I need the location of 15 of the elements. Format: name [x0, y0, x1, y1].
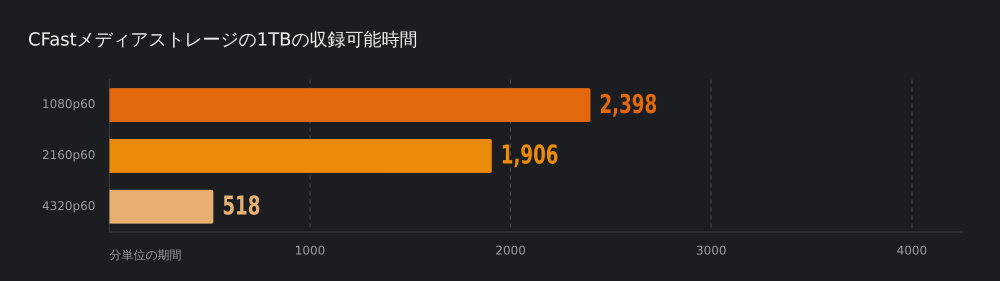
- x-tick-label: 4000: [896, 244, 928, 258]
- y-tick-label: 4320p60: [42, 198, 96, 213]
- bar: [109, 88, 590, 122]
- data-label: 2,398: [599, 89, 658, 120]
- y-tick-label: 2160p60: [42, 148, 96, 162]
- bar: [109, 138, 492, 173]
- data-label: 1,906: [500, 140, 558, 170]
- x-tick-label: 2000: [495, 244, 526, 258]
- data-label: 518: [222, 191, 260, 222]
- x-axis-title: 分単位の期間: [109, 248, 182, 262]
- x-tick-label: 3000: [696, 244, 727, 258]
- bar: [109, 190, 214, 224]
- chart-title: CFastメディアストレージの1TBの収録可能時間: [28, 29, 418, 50]
- y-tick-label: 1080p60: [42, 97, 96, 112]
- x-tick-label: 1000: [294, 244, 326, 258]
